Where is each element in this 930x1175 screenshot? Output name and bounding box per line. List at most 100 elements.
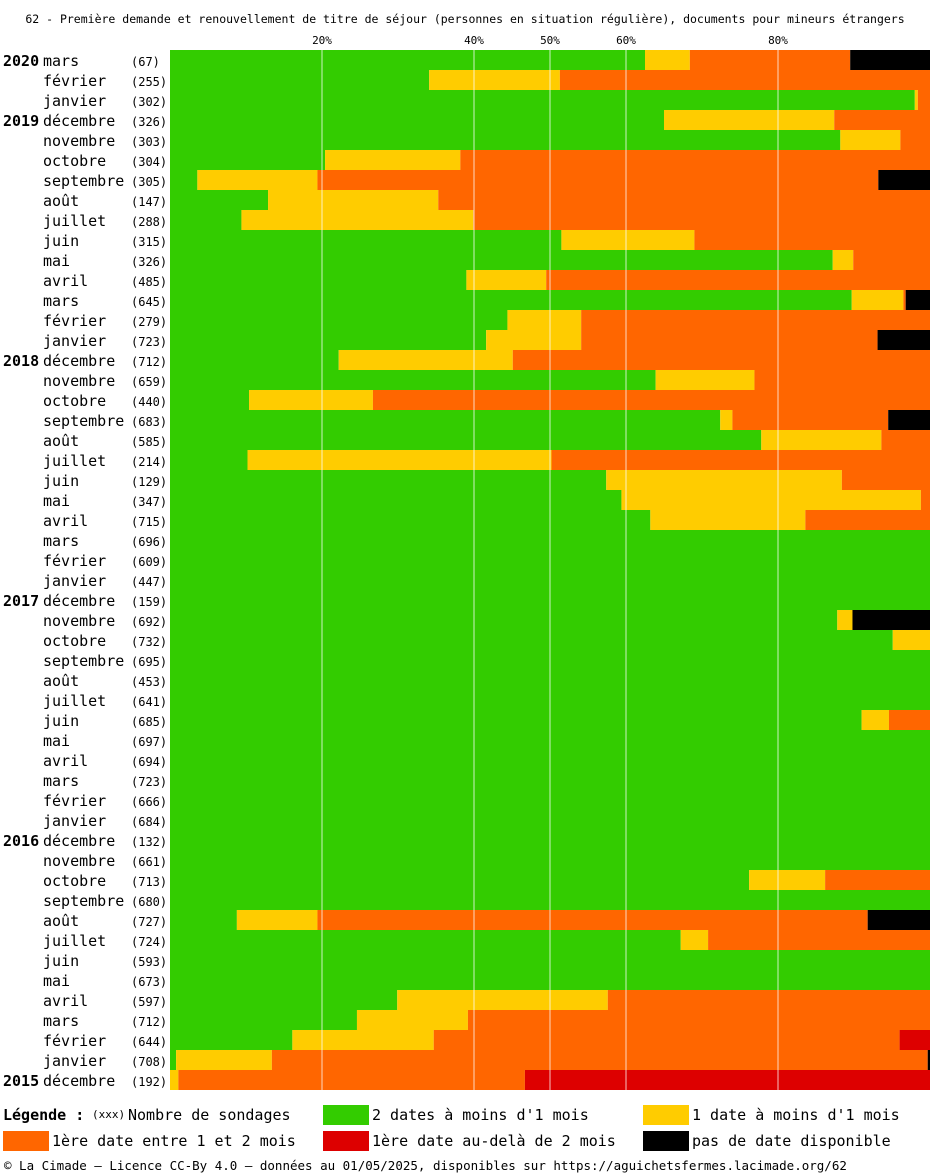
chart-row: mars (645)	[43, 290, 930, 310]
bar-segment	[170, 990, 398, 1010]
bar-segment	[851, 290, 904, 310]
x-tick-label: 40%	[464, 34, 484, 47]
month-label: mai	[43, 972, 70, 990]
chart-row: janvier (302)	[43, 90, 930, 110]
count-label: (192)	[131, 1075, 167, 1089]
chart-row: mars (723)	[43, 770, 930, 790]
chart-row: octobre (440)	[43, 390, 930, 410]
bar-segment	[170, 110, 664, 130]
bar-segment	[680, 930, 709, 950]
bar-segment	[645, 50, 690, 70]
month-label: juillet	[43, 932, 106, 950]
count-label: (585)	[131, 435, 167, 449]
legend-swatch-green	[323, 1105, 369, 1125]
bar-segment	[551, 450, 930, 470]
count-label: (447)	[131, 575, 167, 589]
month-label: janvier	[43, 332, 106, 350]
bar-segment	[170, 1030, 293, 1050]
chart-row: 2018 décembre (712)	[3, 350, 930, 370]
bar-segment	[832, 250, 854, 270]
bar-segment	[621, 490, 921, 510]
bar-segment	[170, 450, 248, 470]
count-label: (666)	[131, 795, 167, 809]
count-label: (697)	[131, 735, 167, 749]
bar-segment	[170, 250, 833, 270]
chart-row: juillet (288)	[43, 210, 930, 230]
bar-segment	[732, 410, 889, 430]
bar-segment	[170, 190, 269, 210]
month-label: décembre	[43, 112, 115, 130]
count-label: (147)	[131, 195, 167, 209]
chart-row: février (609)	[43, 550, 930, 570]
chart-row: septembre (680)	[43, 890, 930, 910]
bar-segment	[900, 130, 930, 150]
chart-row: mai (673)	[43, 970, 930, 990]
year-label: 2019	[3, 112, 39, 130]
count-label: (680)	[131, 895, 167, 909]
count-label: (732)	[131, 635, 167, 649]
bar-segment	[170, 470, 607, 490]
year-label: 2018	[3, 352, 39, 370]
bar-segment	[178, 1070, 525, 1090]
year-label: 2020	[3, 52, 39, 70]
chart-row: avril (694)	[43, 750, 930, 770]
bar-segment	[524, 1070, 930, 1090]
bar-segment	[170, 390, 250, 410]
count-label: (723)	[131, 775, 167, 789]
bar-segment	[467, 1010, 930, 1030]
bar-segment	[708, 930, 930, 950]
chart-row: mars (696)	[43, 530, 930, 550]
count-label: (159)	[131, 595, 167, 609]
chart-row: avril (485)	[43, 270, 930, 290]
bar-segment	[170, 50, 645, 70]
bar-segment	[170, 1010, 357, 1030]
count-label: (673)	[131, 975, 167, 989]
chart-row: novembre (659)	[43, 370, 930, 390]
bar-segment	[170, 430, 762, 450]
chart-row: 2017 décembre (159)	[3, 590, 930, 610]
month-label: septembre	[43, 892, 124, 910]
count-label: (683)	[131, 415, 167, 429]
chart-row: avril (715)	[43, 510, 930, 530]
count-label: (644)	[131, 1035, 167, 1049]
bar-segment	[825, 870, 930, 890]
chart-row: août (147)	[43, 190, 930, 210]
count-label: (641)	[131, 695, 167, 709]
chart-title: 62 - Première demande et renouvellement …	[25, 12, 905, 26]
bar-segment	[170, 870, 750, 890]
month-label: mai	[43, 252, 70, 270]
chart-rows: 2020 mars (67)février (255)janvier (302)2019…	[3, 50, 930, 1090]
stacked-bar-chart: 20% 40% 50% 60% 80% 2020 mars (67)février (255)…	[3, 34, 930, 1090]
legend-label-yellow: 1 date à moins d'1 mois	[692, 1106, 900, 1124]
legend-swatch-orange	[3, 1131, 49, 1151]
count-label: (708)	[131, 1055, 167, 1069]
chart-row: novembre (692)	[43, 610, 930, 630]
month-label: septembre	[43, 652, 124, 670]
bar-segment	[317, 170, 879, 190]
count-label: (440)	[131, 395, 167, 409]
count-label: (685)	[131, 715, 167, 729]
month-label: janvier	[43, 92, 106, 110]
bar-segment	[581, 330, 878, 350]
bar-segment	[170, 330, 487, 350]
bar-segment	[850, 50, 930, 70]
chart-row: octobre (732)	[43, 630, 930, 650]
month-label: juin	[43, 232, 79, 250]
month-label: mars	[43, 532, 79, 550]
count-label: (288)	[131, 215, 167, 229]
gridlines	[321, 50, 779, 1090]
count-label: (712)	[131, 1015, 167, 1029]
count-label: (661)	[131, 855, 167, 869]
chart-row: mars (712)	[43, 1010, 930, 1030]
count-label: (715)	[131, 515, 167, 529]
chart-row: 2015 décembre (192)	[3, 1070, 930, 1090]
bar-segment	[438, 190, 930, 210]
count-label: (696)	[131, 535, 167, 549]
count-label: (713)	[131, 875, 167, 889]
bar-segment	[561, 230, 695, 250]
bar-segment	[689, 50, 851, 70]
month-label: août	[43, 432, 79, 450]
month-label: octobre	[43, 872, 106, 890]
count-label: (304)	[131, 155, 167, 169]
bar-segment	[433, 1030, 900, 1050]
